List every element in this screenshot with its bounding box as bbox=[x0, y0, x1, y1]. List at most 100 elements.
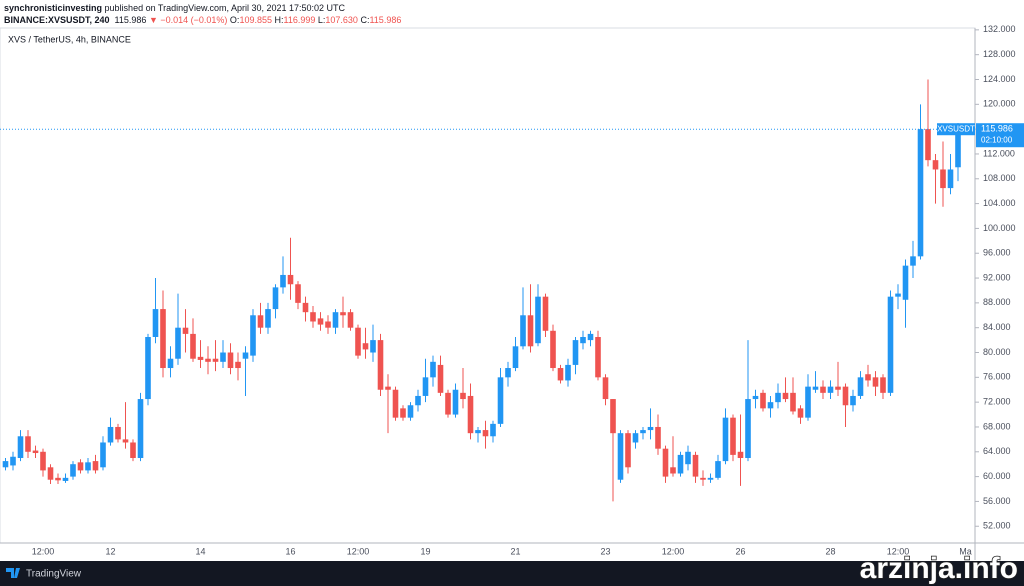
candle-body bbox=[797, 408, 804, 418]
candle-body bbox=[587, 333, 594, 341]
candle-body bbox=[295, 284, 301, 303]
candle-body bbox=[610, 399, 616, 434]
candle-body bbox=[182, 327, 189, 334]
candle-body bbox=[227, 352, 234, 369]
candle-body bbox=[32, 450, 39, 454]
candle-body bbox=[662, 448, 669, 477]
candle-body bbox=[760, 392, 766, 409]
candle-body bbox=[10, 456, 16, 466]
ohlc-value: 107.630 bbox=[325, 15, 358, 25]
candle-body bbox=[197, 356, 204, 360]
candle-body bbox=[535, 296, 541, 344]
candle-body bbox=[377, 340, 384, 390]
candle-body bbox=[475, 430, 481, 434]
candle-body bbox=[842, 386, 849, 406]
candle-body bbox=[115, 426, 121, 440]
candle-body bbox=[400, 408, 406, 418]
candle-body bbox=[152, 309, 159, 337]
candle-body bbox=[595, 337, 601, 378]
candle-body bbox=[40, 451, 46, 471]
candle-body bbox=[617, 433, 624, 480]
candle-body bbox=[437, 364, 444, 393]
published: published on TradingView.com, April 30, … bbox=[104, 3, 346, 13]
ohlc-label: C: bbox=[360, 15, 370, 25]
y-tick-label: 100.000 bbox=[983, 223, 1016, 233]
y-tick-label: 124.000 bbox=[983, 74, 1016, 84]
candle-body bbox=[47, 467, 54, 480]
candle-body bbox=[77, 462, 84, 471]
candle-body bbox=[767, 402, 774, 409]
candle-body bbox=[325, 321, 331, 328]
y-tick-label: 96.000 bbox=[983, 248, 1011, 258]
candle-body bbox=[557, 368, 564, 381]
candle-body bbox=[542, 296, 549, 331]
candle-body bbox=[220, 352, 226, 362]
y-tick-label: 80.000 bbox=[983, 347, 1011, 357]
candle-body bbox=[820, 386, 826, 393]
candle-body bbox=[137, 399, 144, 458]
x-tick-label: 12:00 bbox=[887, 546, 910, 556]
footer-logo bbox=[6, 568, 20, 578]
candle-body bbox=[647, 426, 654, 431]
candle-body bbox=[512, 346, 519, 369]
candle-body bbox=[362, 343, 369, 350]
candle-body bbox=[602, 377, 609, 400]
candle-body bbox=[497, 377, 504, 424]
candle-body bbox=[887, 296, 894, 393]
candle-body bbox=[572, 340, 579, 365]
y-tick-label: 112.000 bbox=[983, 148, 1015, 158]
y-tick-label: 104.000 bbox=[983, 198, 1016, 208]
price-tag: 115.986 bbox=[981, 124, 1013, 134]
candle-body bbox=[580, 337, 586, 344]
candle-body bbox=[212, 358, 219, 362]
y-tick-label: 56.000 bbox=[983, 496, 1011, 506]
candle-body bbox=[625, 433, 631, 468]
chart-title: XVS / TetherUS, 4h, BINANCE bbox=[8, 34, 131, 44]
candle-body bbox=[317, 318, 324, 325]
candle-body bbox=[205, 358, 211, 362]
price-tag-bg bbox=[976, 123, 1024, 148]
candle-body bbox=[242, 352, 249, 359]
candle-body bbox=[895, 293, 901, 297]
x-tick-label: 12 bbox=[105, 546, 115, 556]
ohlc-value: 109.855 bbox=[239, 15, 272, 25]
candle-body bbox=[632, 433, 639, 443]
candle-body bbox=[715, 461, 721, 478]
ohlc-label: L: bbox=[317, 15, 326, 25]
symbol: BINANCE:XVSUSDT, 240 bbox=[4, 15, 110, 25]
x-tick-label: 14 bbox=[195, 546, 205, 556]
x-tick-label: 26 bbox=[735, 546, 745, 556]
candle-body bbox=[265, 309, 271, 328]
candle-body bbox=[340, 312, 346, 316]
candle-body bbox=[827, 386, 834, 393]
candle-body bbox=[700, 477, 706, 480]
candle-body bbox=[370, 340, 376, 353]
candle-body bbox=[175, 327, 181, 359]
candle-body bbox=[167, 358, 174, 369]
candle-body bbox=[925, 129, 931, 161]
candle-body bbox=[490, 423, 496, 437]
candle-body bbox=[460, 392, 466, 400]
candle-body bbox=[385, 386, 391, 390]
candle-body bbox=[685, 451, 691, 465]
candle-body bbox=[782, 392, 789, 400]
candle-body bbox=[910, 256, 916, 266]
header: synchronisticinvesting published on Trad… bbox=[4, 2, 401, 26]
candle-body bbox=[812, 386, 819, 390]
ohlc-value: 116.999 bbox=[283, 15, 316, 25]
x-tick-label: 28 bbox=[825, 546, 835, 556]
x-tick-label: 12:00 bbox=[32, 546, 55, 556]
candle-body bbox=[257, 315, 264, 328]
candle-body bbox=[857, 377, 864, 396]
y-tick-label: 88.000 bbox=[983, 297, 1011, 307]
candles bbox=[2, 79, 961, 502]
x-tick-label: 23 bbox=[600, 546, 610, 556]
y-tick-label: 128.000 bbox=[983, 49, 1016, 59]
candle-body bbox=[790, 392, 796, 412]
candle-body bbox=[250, 315, 256, 356]
countdown: 02:10:00 bbox=[981, 135, 1013, 144]
candle-body bbox=[2, 461, 9, 468]
candle-body bbox=[355, 327, 361, 356]
